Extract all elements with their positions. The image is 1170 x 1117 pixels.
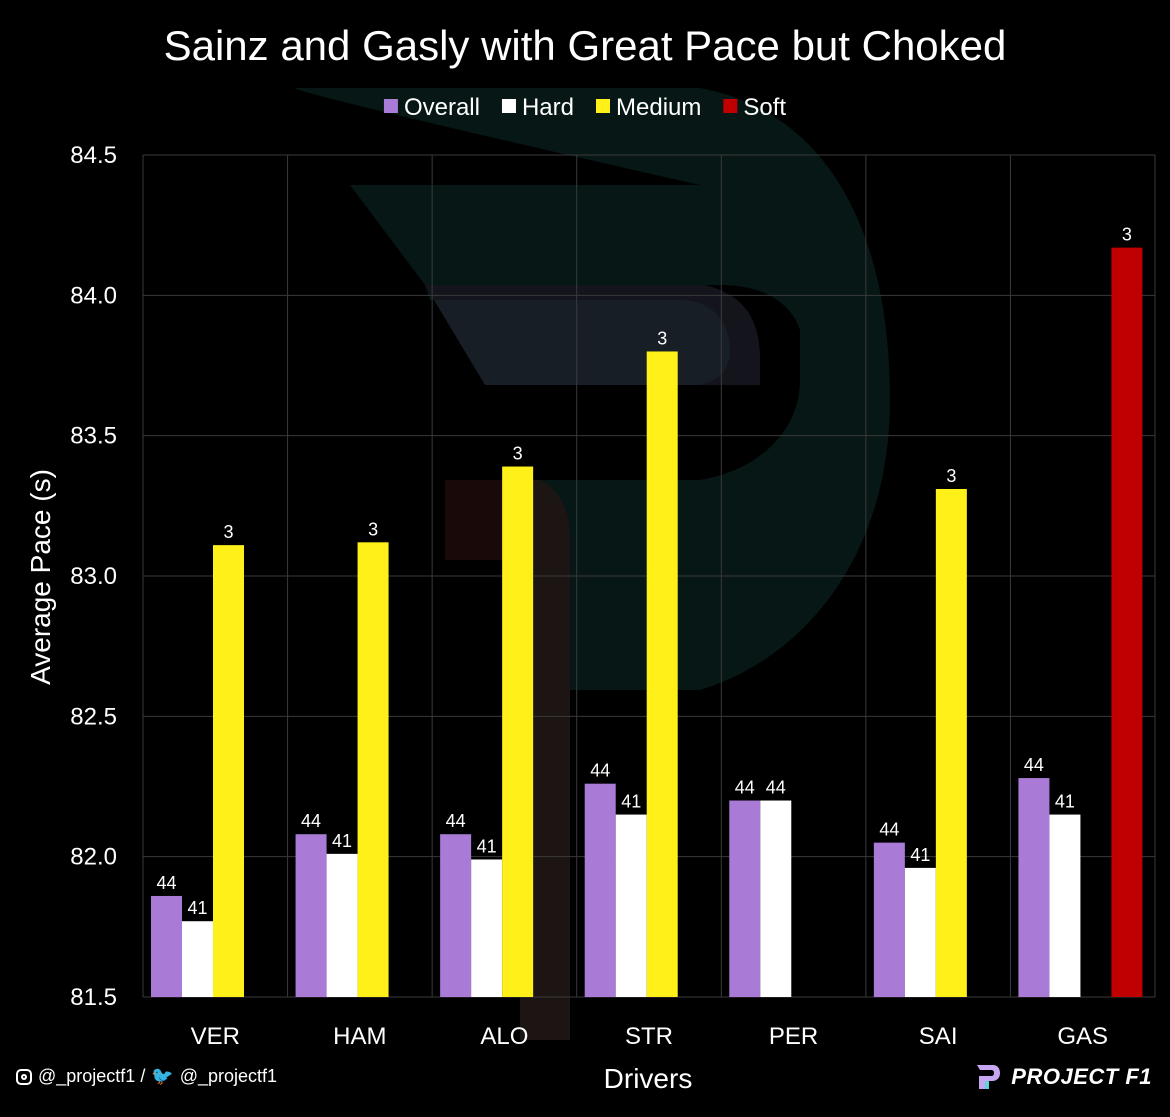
- twitter-bird-icon: 🐦: [151, 1066, 174, 1086]
- y-tick-label: 83.5: [70, 423, 117, 450]
- legend-swatch-soft: [723, 99, 738, 113]
- bar-hard-per: [760, 800, 792, 997]
- bar-overall-ham: [295, 834, 327, 997]
- data-label: 44: [1024, 755, 1044, 775]
- y-tick-label: 83.0: [70, 563, 117, 590]
- data-label: 3: [1122, 225, 1132, 245]
- bar-hard-ver: [182, 921, 213, 997]
- bar-hard-sai: [904, 867, 936, 997]
- legend-swatch-medium: [596, 99, 610, 113]
- data-label: 44: [156, 873, 176, 893]
- y-tick-label: 84.5: [70, 142, 117, 169]
- bar-medium-ver: [213, 545, 244, 997]
- instagram-handle: @_projectf1 /: [38, 1066, 146, 1086]
- y-tick-label: 84.0: [70, 282, 117, 309]
- bars: [151, 247, 1143, 997]
- x-tick-label: VER: [191, 1023, 240, 1050]
- bar-medium-alo: [502, 466, 534, 997]
- x-tick-label: SAI: [919, 1023, 958, 1050]
- data-label: 3: [657, 328, 667, 348]
- bar-hard-str: [615, 814, 647, 997]
- data-label: 44: [590, 761, 610, 781]
- legend-label-medium: Medium: [616, 94, 701, 121]
- bar-medium-ham: [357, 542, 389, 997]
- legend-swatch-overall: [383, 99, 398, 113]
- brand-name: PROJECT F1: [1011, 1064, 1152, 1089]
- bar-overall-ver: [151, 895, 182, 997]
- bar-overall-gas: [1018, 778, 1050, 997]
- legend-label-overall: Overall: [404, 94, 480, 121]
- data-label: 3: [513, 444, 523, 464]
- data-label: 3: [223, 522, 233, 542]
- x-tick-label: HAM: [333, 1023, 386, 1050]
- data-label: 44: [766, 778, 786, 798]
- bar-medium-str: [646, 351, 678, 997]
- data-labels: 44 44 44 44 44 44 44 41 41 41 41 44 41 41 3 3 3 3 3 3: [156, 225, 1131, 919]
- bar-hard-ham: [326, 853, 358, 997]
- legend-swatch-hard: [501, 99, 516, 113]
- chart-title: Sainz and Gasly with Great Pace but Chok…: [164, 22, 1007, 69]
- bar-soft-gas: [1111, 247, 1143, 997]
- data-label: 44: [446, 811, 466, 831]
- bar-overall-per: [729, 800, 761, 997]
- data-label: 44: [879, 820, 899, 840]
- social-handles: @_projectf1 / 🐦 @_projectf1: [16, 1066, 277, 1087]
- data-label: 41: [187, 898, 207, 918]
- data-label: 44: [735, 778, 755, 798]
- legend-label-soft: Soft: [743, 94, 786, 121]
- data-label: 41: [332, 831, 352, 851]
- y-tick-label: 82.0: [70, 844, 117, 871]
- y-tick-label: 82.5: [70, 703, 117, 730]
- data-label: 3: [368, 519, 378, 539]
- data-label: 41: [1055, 792, 1075, 812]
- axes: 81.5 82.0 82.5 83.0 83.5 84.0 84.5 VER HAM ALO STR…: [70, 142, 1108, 1050]
- bar-hard-gas: [1049, 814, 1081, 997]
- x-tick-label: STR: [625, 1023, 673, 1050]
- x-tick-label: PER: [769, 1023, 818, 1050]
- data-label: 44: [301, 811, 321, 831]
- twitter-handle: @_projectf1: [179, 1066, 278, 1086]
- project-f1-logo-icon: [977, 1065, 1001, 1089]
- brand: PROJECT F1: [973, 1062, 1152, 1092]
- bar-hard-alo: [471, 859, 503, 997]
- data-label: 41: [910, 845, 930, 865]
- data-label: 41: [477, 836, 497, 856]
- bar-medium-sai: [935, 488, 967, 997]
- instagram-icon: [16, 1068, 32, 1085]
- y-tick-label: 81.5: [70, 984, 117, 1011]
- legend: Overall Hard Medium Soft: [383, 94, 786, 121]
- bar-overall-sai: [873, 842, 905, 997]
- data-label: 3: [946, 466, 956, 486]
- x-axis-title: Drivers: [604, 1063, 693, 1094]
- data-label: 41: [621, 792, 641, 812]
- legend-label-hard: Hard: [522, 94, 574, 121]
- y-axis-title: Average Pace (s): [25, 469, 56, 685]
- bar-overall-alo: [440, 834, 472, 997]
- x-tick-label: ALO: [480, 1023, 528, 1050]
- bar-overall-str: [584, 783, 616, 997]
- x-tick-label: GAS: [1057, 1023, 1108, 1050]
